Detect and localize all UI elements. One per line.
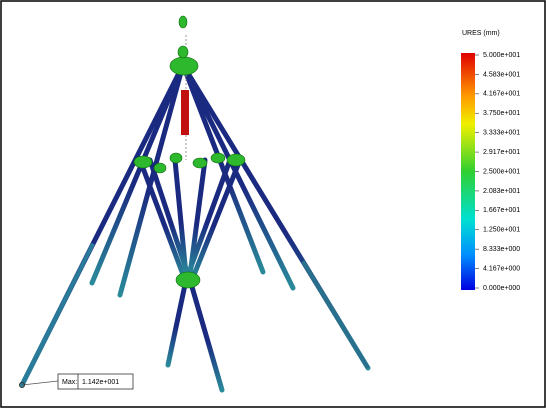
colorbar	[461, 53, 475, 290]
probe-label: Max:	[62, 379, 77, 386]
legend-tick-label: 0.000e+000	[483, 285, 520, 292]
legend-tick-label: 3.333e+001	[483, 130, 520, 137]
legend-tick-label: 4.167e+000	[483, 265, 520, 272]
legend-tick-label: 3.750e+001	[483, 110, 520, 117]
legend-tick-label: 2.500e+001	[483, 168, 520, 175]
legend-tick-label: 5.000e+001	[483, 52, 520, 59]
legend-tick-label: 8.333e+000	[483, 246, 520, 253]
legend-tick-label: 1.250e+001	[483, 227, 520, 234]
legend-title: URES (mm)	[462, 30, 500, 37]
legend-tick-label: 4.583e+001	[483, 71, 520, 78]
max-region	[181, 90, 189, 135]
probe-value: 1.142e+001	[82, 379, 119, 386]
legend-tick-label: 4.167e+001	[483, 91, 520, 98]
legend-tick-label: 1.667e+001	[483, 207, 520, 214]
legend-tick-label: 2.917e+001	[483, 149, 520, 156]
legend-tick-label: 2.083e+001	[483, 188, 520, 195]
viewport: URES (mm) 5.000e+001 4.583e+001 4.167e+001…	[0, 0, 546, 408]
